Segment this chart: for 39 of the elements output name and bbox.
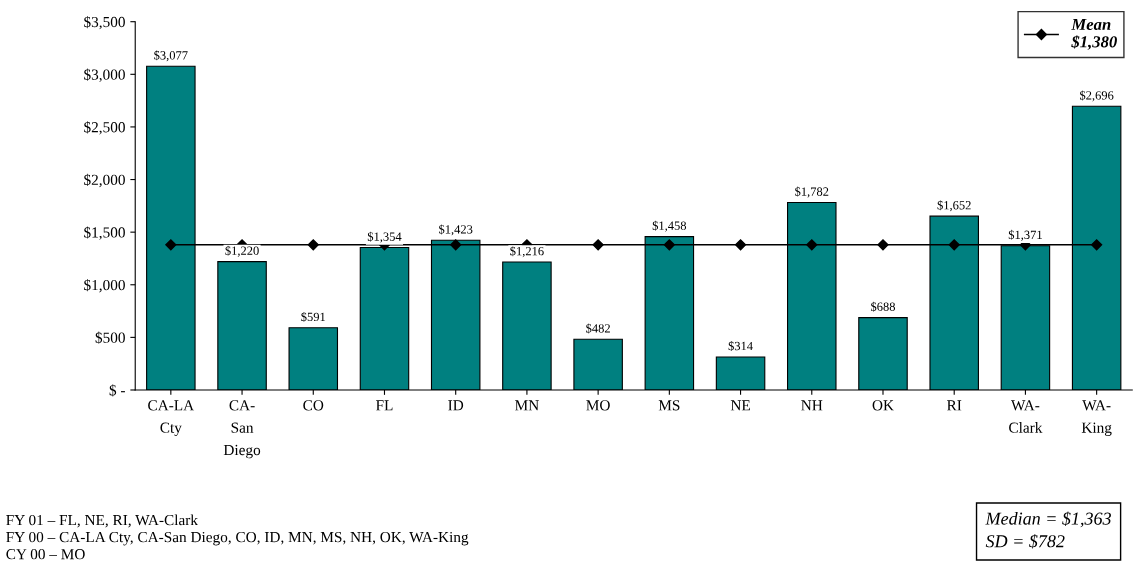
data-label: $3,077: [154, 50, 188, 62]
data-label: $1,354: [367, 231, 402, 243]
legend-label: Mean $1,380: [1071, 18, 1117, 50]
y-tick-label: $500: [95, 331, 125, 344]
data-label: $1,652: [937, 200, 971, 212]
data-label: $1,371: [1008, 229, 1042, 241]
y-tick-label: $2,500: [84, 121, 125, 135]
data-label: $2,696: [1079, 90, 1114, 102]
y-tick-label: $2,000: [84, 173, 125, 188]
text: FY 01 – FL, NE, RI, WA-Clark FY 00 – CA-LA Cty, CA-San Diego, CO, ID, MN, MS, NH, OK, WA-King CY 00 – MO: [6, 514, 469, 560]
data-label: $1,220: [225, 245, 259, 257]
x-tick-label: NE: [730, 400, 750, 411]
x-tick-label: MN: [515, 400, 539, 411]
y-tick-label: $ -: [109, 384, 125, 397]
x-tick-label: WA- Clark: [1009, 400, 1043, 433]
text: Median = $1,363 SD = $782: [985, 511, 1111, 549]
y-tick-label: $1,500: [84, 226, 125, 240]
y-tick-label: $3,500: [84, 15, 125, 30]
x-tick-label: CA-LA Cty: [148, 400, 195, 436]
x-tick-label: FL: [376, 400, 393, 411]
y-tick-label: $1,000: [84, 279, 125, 293]
x-tick-label: OK: [872, 400, 894, 411]
x-tick-label: CO: [303, 400, 324, 411]
data-label: $1,782: [795, 186, 829, 198]
data-label: $314: [728, 341, 753, 352]
x-tick-label: ID: [448, 400, 464, 411]
x-tick-label: WA- King: [1081, 400, 1112, 436]
x-tick-label: CA- San Diego: [223, 400, 261, 459]
data-label: $482: [586, 323, 610, 334]
x-tick-label: MS: [658, 400, 680, 411]
x-tick-label: NH: [801, 400, 823, 411]
y-tick-label: $3,000: [84, 68, 125, 82]
x-tick-label: RI: [947, 400, 962, 411]
data-label: $591: [301, 311, 326, 322]
data-label: $688: [871, 301, 896, 312]
x-tick-label: MO: [586, 400, 610, 411]
data-label: $1,216: [510, 246, 544, 258]
data-label: $1,458: [652, 220, 687, 232]
data-label: $1,423: [439, 224, 473, 236]
